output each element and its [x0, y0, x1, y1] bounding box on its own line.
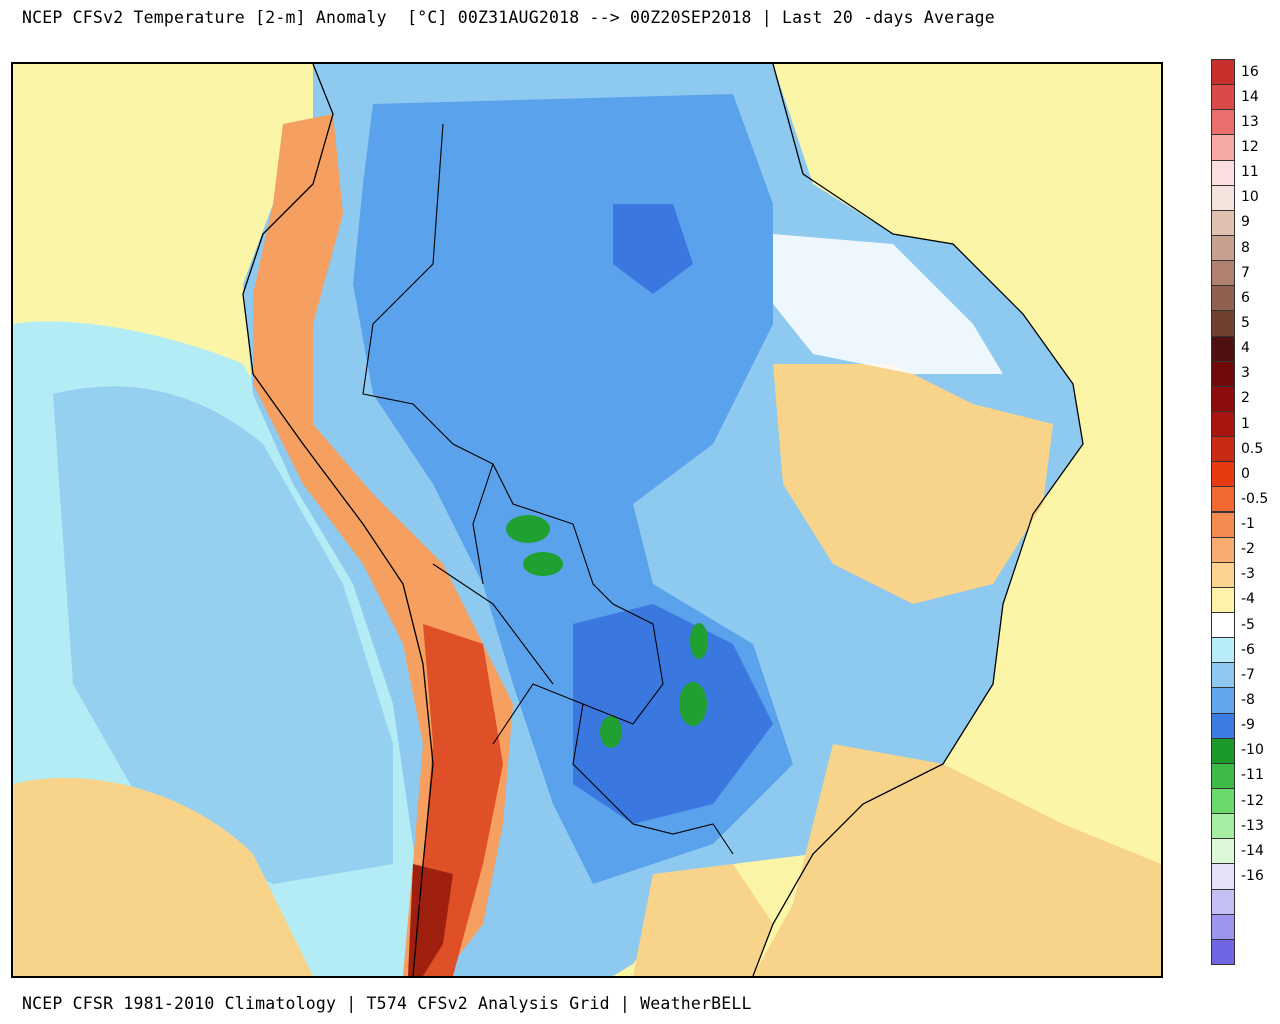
uruguay-warm: [633, 864, 773, 976]
cold-core-east: [690, 623, 708, 659]
legend-swatch: [1211, 84, 1235, 111]
cold-core-bolivia-2: [523, 552, 563, 576]
cold-core-paraguay: [679, 682, 707, 726]
legend-swatch: [1211, 762, 1235, 789]
legend-swatch: [1211, 536, 1235, 563]
legend-swatch: [1211, 285, 1235, 312]
legend-label: 9: [1241, 214, 1250, 231]
chart-title: NCEP CFSv2 Temperature [2-m] Anomaly [°C…: [22, 8, 995, 27]
legend-label: -3: [1241, 566, 1255, 583]
legend-label: 5: [1241, 314, 1250, 331]
legend-label: 11: [1241, 164, 1259, 181]
legend-label: -13: [1241, 817, 1264, 834]
legend-swatch: [1211, 662, 1235, 689]
legend-swatch: [1211, 913, 1235, 940]
legend-label: 12: [1241, 138, 1259, 155]
south-deep-cold: [573, 604, 773, 824]
legend-swatch: [1211, 134, 1235, 161]
legend-swatch: [1211, 612, 1235, 639]
legend-label: -16: [1241, 868, 1264, 884]
country-borders: [362, 123, 734, 855]
interior-deep-cold: [613, 204, 693, 294]
legend-swatch: [1211, 561, 1235, 588]
legend-label: -5: [1241, 616, 1255, 633]
legend-label: 16: [1241, 63, 1259, 80]
legend-label: 7: [1241, 264, 1250, 281]
legend-label: 3: [1241, 365, 1250, 382]
legend-label: -11: [1241, 767, 1264, 784]
legend-swatch: [1211, 486, 1235, 513]
color-legend: 16 14 13 12 11 10 9 8 7 6 5 4 3 2 1 0.5 0 -0.5 -1 -2 -3 -4 -5 -…: [1211, 59, 1268, 965]
legend-swatch: [1211, 938, 1235, 965]
southwest-warm: [13, 777, 313, 976]
legend-label: -12: [1241, 792, 1264, 809]
legend-label: 10: [1241, 189, 1259, 206]
legend-swatch: [1211, 461, 1235, 488]
legend-swatch: [1211, 234, 1235, 262]
legend-label: 2: [1241, 390, 1250, 407]
coastline: [242, 64, 1084, 976]
legend-label: 8: [1241, 239, 1250, 256]
legend-label: -8: [1241, 692, 1255, 709]
legend-swatch: [1211, 260, 1235, 287]
legend-swatch: [1211, 737, 1235, 764]
legend-swatch: [1211, 888, 1235, 915]
legend-label: -10: [1241, 742, 1264, 759]
legend-swatch: [1211, 813, 1235, 840]
legend-label: 0: [1241, 465, 1250, 482]
legend-swatch: [1211, 586, 1235, 614]
legend-label: -7: [1241, 666, 1255, 683]
anomaly-map: [11, 62, 1163, 978]
legend-label: -14: [1241, 842, 1264, 859]
legend-swatch: [1211, 59, 1235, 86]
legend-swatch: [1211, 109, 1235, 136]
legend-swatch: [1211, 360, 1235, 387]
legend-label: -0.5: [1241, 490, 1269, 507]
legend-label: 4: [1241, 340, 1250, 357]
andes-hottest: [408, 864, 453, 976]
legend-swatch: [1211, 410, 1235, 438]
cold-core-bolivia-1: [506, 515, 550, 543]
legend-swatch: [1211, 436, 1235, 463]
legend-swatch: [1211, 385, 1235, 412]
southeast-coast-warm: [753, 744, 1161, 976]
cold-core-chaco: [600, 716, 622, 748]
legend-swatch: [1211, 310, 1235, 337]
legend-label: -6: [1241, 641, 1255, 658]
legend-label: -1: [1241, 516, 1255, 533]
legend-label: 1: [1241, 415, 1250, 432]
legend-label: 13: [1241, 113, 1259, 130]
legend-swatch: [1211, 788, 1235, 815]
legend-swatch: [1211, 159, 1235, 186]
map-canvas: [13, 64, 1161, 976]
legend-swatch: [1211, 335, 1235, 362]
legend-label: 6: [1241, 289, 1250, 306]
footer-credit: NCEP CFSR 1981-2010 Climatology | T574 C…: [22, 994, 752, 1013]
legend-swatch: [1211, 637, 1235, 664]
pacific-cool-inner: [53, 386, 393, 884]
legend-label: -4: [1241, 591, 1255, 608]
northeast-warm: [773, 364, 1053, 604]
legend-swatch: [1211, 863, 1235, 890]
legend-swatch: [1211, 511, 1235, 538]
legend-label: 0.5: [1241, 440, 1264, 457]
legend-label: 14: [1241, 88, 1259, 105]
legend-label: -2: [1241, 541, 1255, 558]
legend-swatch: [1211, 838, 1235, 865]
northeast-white: [773, 234, 1003, 374]
legend-swatch: [1211, 184, 1235, 211]
legend-swatch: [1211, 712, 1235, 739]
legend-label: -9: [1241, 717, 1255, 734]
legend-swatch: [1211, 687, 1235, 714]
legend-swatch: [1211, 209, 1235, 236]
